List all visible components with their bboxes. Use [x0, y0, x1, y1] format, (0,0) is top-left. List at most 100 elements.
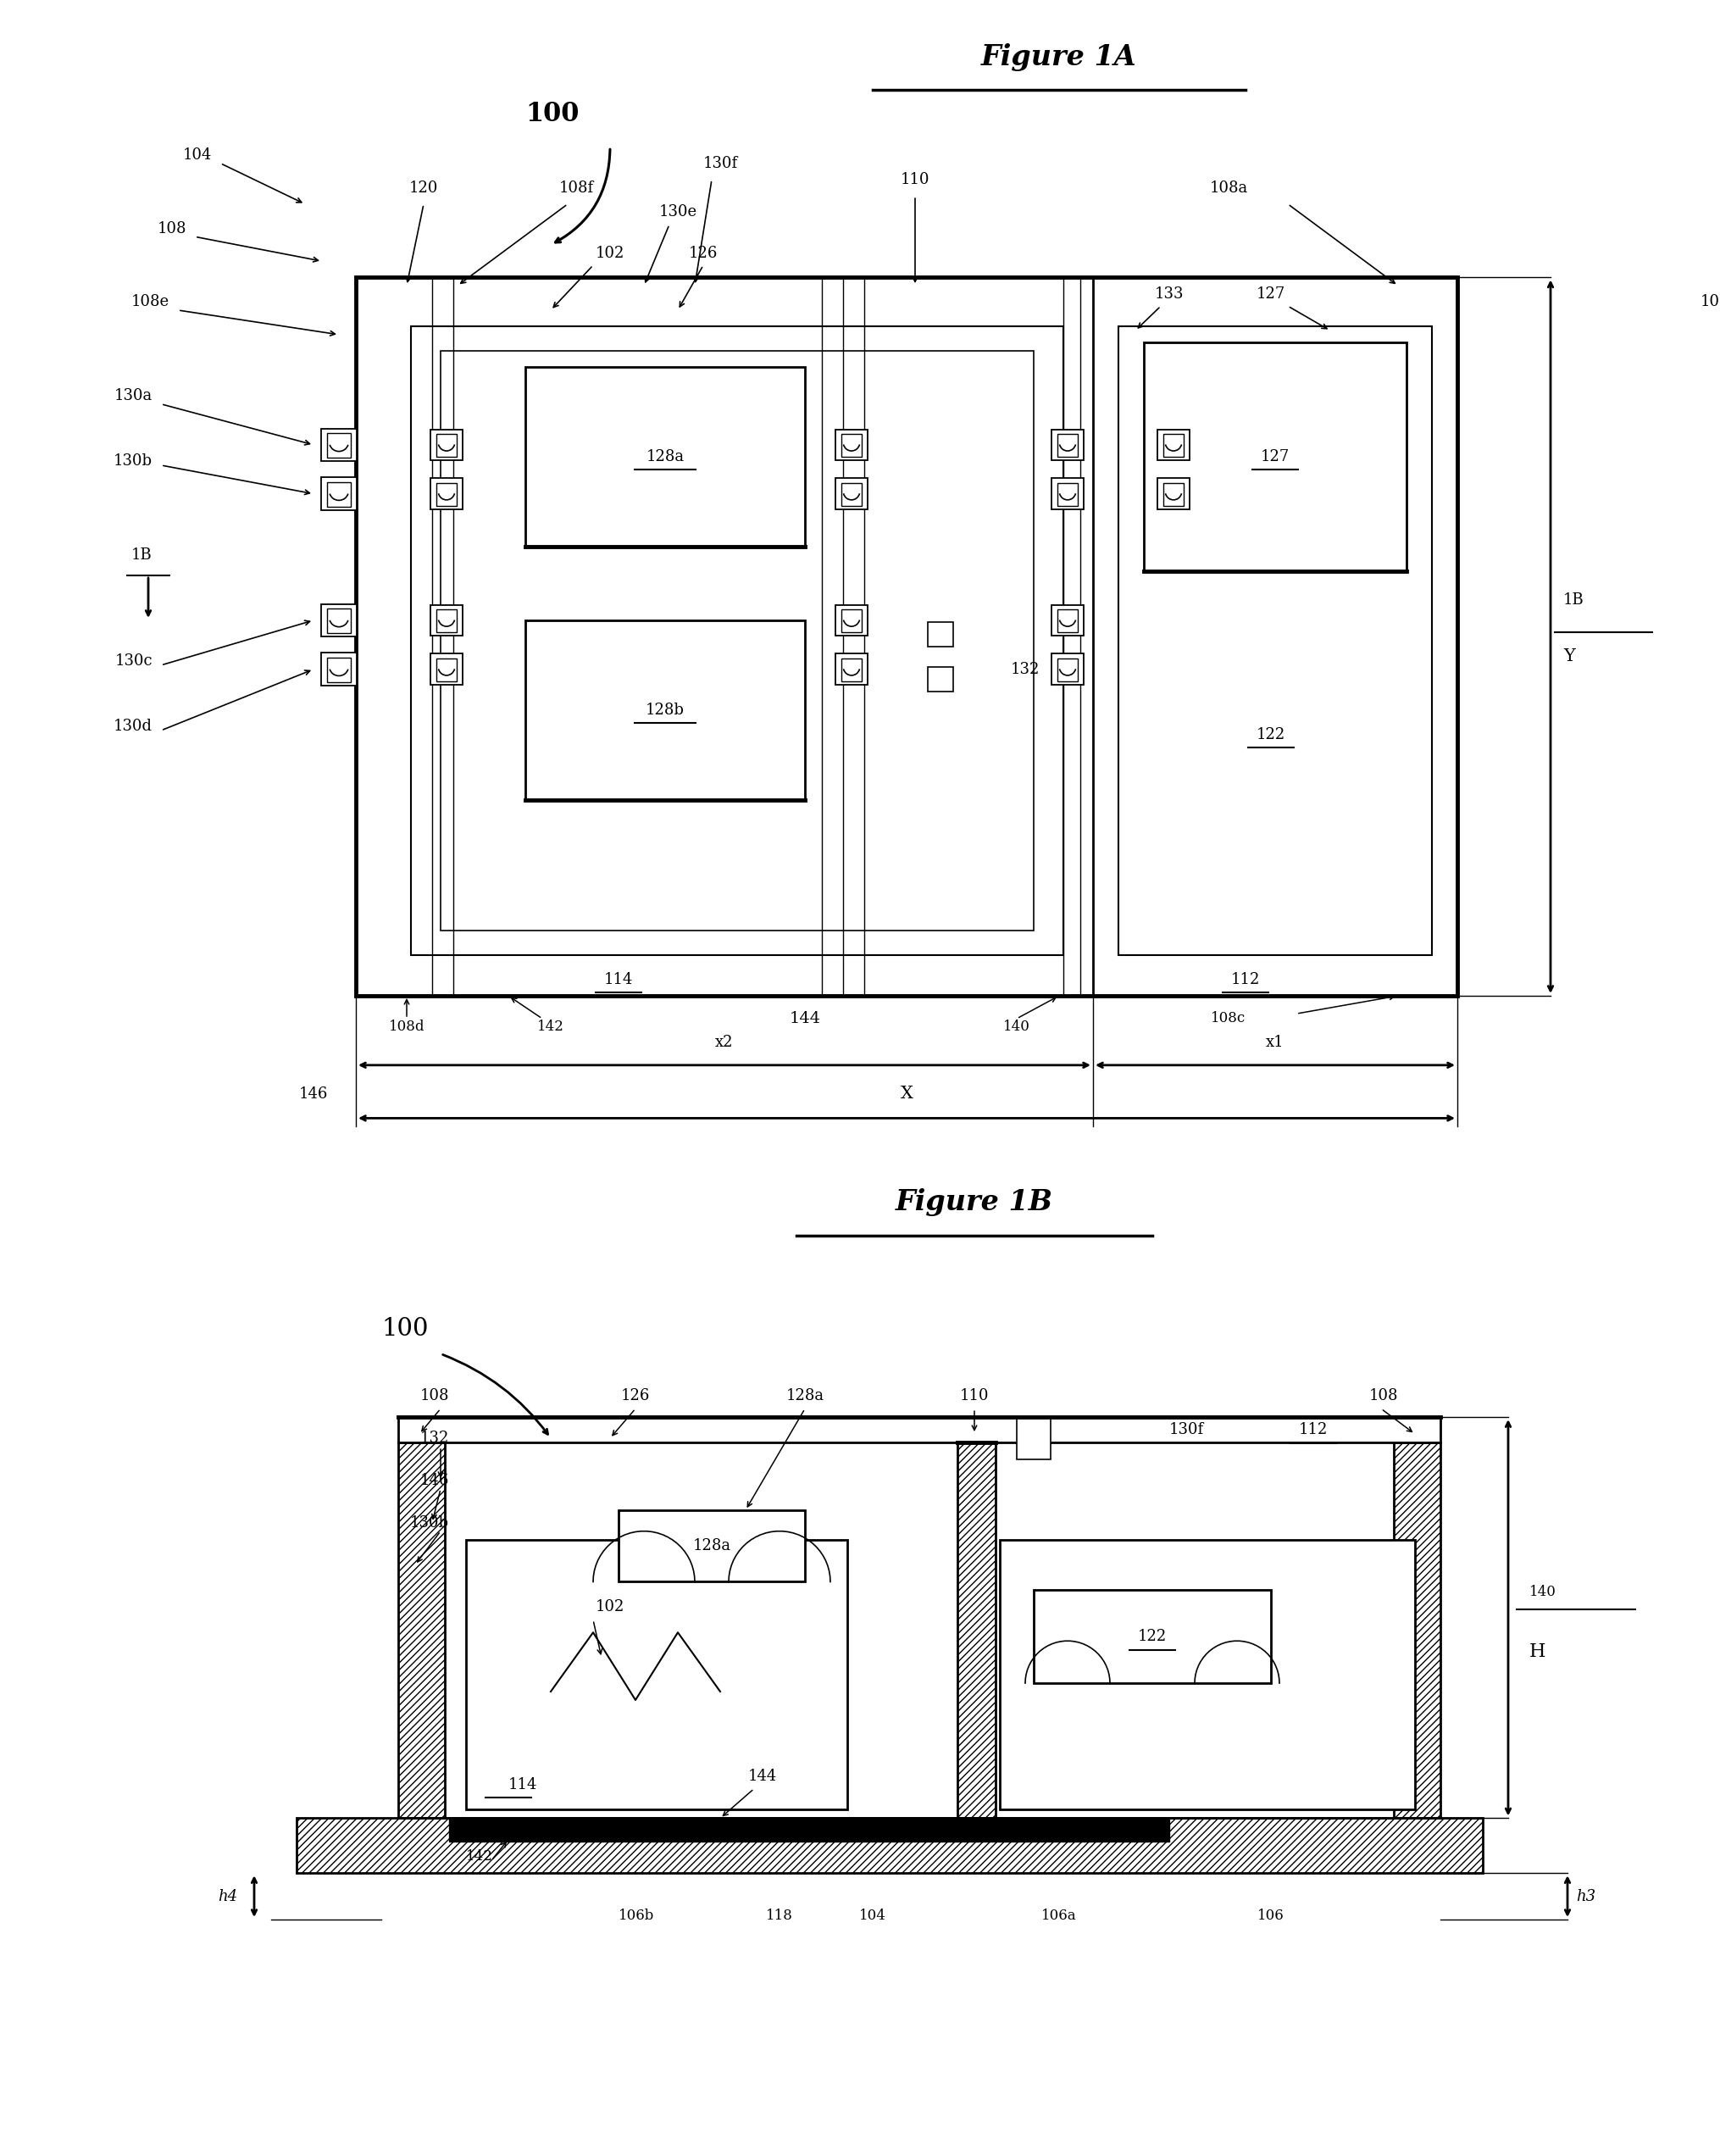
Bar: [356, 278, 1457, 996]
Text: 106b: 106b: [619, 1908, 654, 1923]
Text: Y: Y: [1563, 649, 1576, 664]
Bar: [1058, 610, 1078, 632]
Bar: [1163, 483, 1183, 507]
Bar: [399, 1416, 1440, 1442]
Bar: [466, 1539, 848, 1809]
Bar: [836, 606, 867, 636]
Text: 146: 146: [299, 1087, 329, 1102]
Text: 142: 142: [466, 1850, 494, 1863]
Text: 1B: 1B: [131, 548, 153, 563]
Bar: [1118, 326, 1433, 955]
Bar: [430, 653, 463, 686]
Bar: [437, 483, 458, 507]
Bar: [619, 1509, 805, 1583]
Bar: [841, 433, 862, 457]
Text: 110: 110: [960, 1388, 989, 1404]
Text: 144: 144: [748, 1768, 777, 1783]
Text: 108: 108: [157, 220, 186, 237]
Bar: [327, 608, 351, 634]
Text: 126: 126: [621, 1388, 650, 1404]
Bar: [525, 367, 805, 548]
Text: h4: h4: [218, 1889, 237, 1904]
Text: 140: 140: [1003, 1020, 1030, 1035]
Text: h3: h3: [1576, 1889, 1596, 1904]
Text: x2: x2: [716, 1035, 733, 1050]
Text: 122: 122: [1256, 727, 1285, 742]
Text: 110: 110: [901, 172, 931, 188]
Text: 130f: 130f: [1170, 1423, 1204, 1438]
Bar: [525, 621, 805, 800]
Text: 128a: 128a: [647, 448, 685, 466]
Text: H: H: [1529, 1643, 1546, 1660]
Bar: [430, 606, 463, 636]
Text: 146: 146: [420, 1473, 449, 1488]
Bar: [1051, 653, 1084, 686]
Text: 130a: 130a: [114, 388, 153, 403]
Bar: [1144, 343, 1407, 571]
Bar: [841, 660, 862, 681]
Bar: [1058, 483, 1078, 507]
Bar: [322, 604, 356, 636]
Text: 1B: 1B: [1563, 593, 1584, 608]
Bar: [1051, 606, 1084, 636]
Text: 126: 126: [688, 246, 717, 261]
Bar: [836, 479, 867, 509]
Bar: [437, 610, 458, 632]
Bar: [1058, 433, 1078, 457]
Bar: [958, 1442, 996, 1818]
Text: 100: 100: [525, 101, 580, 127]
Bar: [327, 433, 351, 457]
Text: Figure 1B: Figure 1B: [896, 1188, 1053, 1216]
Bar: [841, 610, 862, 632]
Bar: [1158, 429, 1190, 461]
Bar: [411, 326, 1063, 955]
Text: 108a: 108a: [1209, 181, 1247, 196]
Bar: [1017, 1416, 1051, 1460]
Bar: [327, 658, 351, 681]
Bar: [841, 483, 862, 507]
Text: 127: 127: [1256, 287, 1285, 302]
Bar: [449, 1818, 1170, 1841]
Bar: [1393, 1442, 1440, 1818]
Bar: [927, 666, 953, 692]
Text: 108e: 108e: [131, 295, 170, 310]
Text: 122: 122: [1139, 1630, 1166, 1645]
Text: 104: 104: [182, 147, 212, 162]
Text: 120: 120: [409, 181, 439, 196]
Text: 130b: 130b: [409, 1516, 449, 1531]
Bar: [322, 653, 356, 686]
Bar: [322, 476, 356, 511]
Text: 100: 100: [382, 1317, 428, 1341]
Bar: [927, 621, 953, 647]
Text: 108: 108: [420, 1388, 449, 1404]
Text: x1: x1: [1266, 1035, 1285, 1050]
Text: 114: 114: [604, 972, 633, 987]
Bar: [437, 433, 458, 457]
Text: 114: 114: [509, 1777, 537, 1792]
Text: 108d: 108d: [389, 1020, 425, 1035]
Text: 106a: 106a: [1042, 1908, 1077, 1923]
Text: 108c: 108c: [1211, 1011, 1245, 1026]
Text: Figure 1A: Figure 1A: [982, 43, 1137, 71]
Text: 112: 112: [1299, 1423, 1328, 1438]
Text: 104: 104: [860, 1908, 886, 1923]
Text: 108f: 108f: [559, 181, 593, 196]
Text: 127: 127: [1261, 448, 1290, 466]
Text: 106: 106: [1257, 1908, 1285, 1923]
Text: 128b: 128b: [645, 703, 685, 718]
Bar: [1158, 479, 1190, 509]
Bar: [1034, 1591, 1271, 1684]
Bar: [430, 479, 463, 509]
Text: 142: 142: [537, 1020, 564, 1035]
Text: 118: 118: [765, 1908, 793, 1923]
Bar: [296, 1818, 1483, 1874]
Bar: [836, 653, 867, 686]
Bar: [322, 429, 356, 461]
Text: X: X: [900, 1087, 913, 1102]
Bar: [999, 1539, 1416, 1809]
Text: 144: 144: [789, 1011, 820, 1026]
Bar: [1051, 429, 1084, 461]
Bar: [399, 1442, 445, 1818]
Text: 133: 133: [1154, 287, 1183, 302]
Bar: [327, 483, 351, 507]
